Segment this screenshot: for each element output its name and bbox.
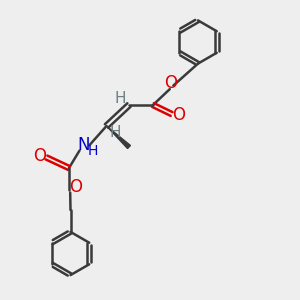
Text: H: H <box>115 91 126 106</box>
Text: O: O <box>69 178 82 196</box>
Text: O: O <box>172 106 185 124</box>
Text: O: O <box>164 74 178 92</box>
Text: O: O <box>33 147 46 165</box>
Text: H: H <box>109 125 121 140</box>
Polygon shape <box>106 126 130 148</box>
Text: H: H <box>87 144 98 158</box>
Text: N: N <box>78 136 90 154</box>
